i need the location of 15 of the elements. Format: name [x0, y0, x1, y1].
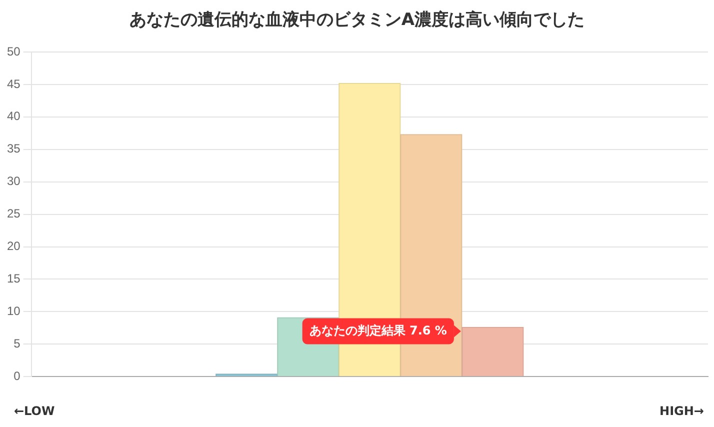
text: ←LOW [14, 404, 55, 418]
y-tick-label: 10 [6, 304, 21, 318]
y-tick-label: 15 [6, 272, 21, 286]
y-tick-label: 35 [6, 142, 21, 156]
y-tick-label: 45 [6, 76, 21, 91]
text: HIGH→ [660, 404, 704, 418]
y-tick-label: 40 [6, 109, 21, 124]
y-tick-label: 20 [6, 239, 21, 254]
y-tick-label: 30 [6, 174, 21, 188]
annotation: あなたの判定結果 7.6 % [309, 323, 447, 338]
y-tick-label: 5 [14, 336, 21, 350]
y-tick-label: 0 [14, 368, 21, 383]
chart-title: あなたの遺伝的な血液中のビタミンA濃度は高い傾向でした [128, 9, 586, 31]
y-tick-label: 25 [6, 206, 21, 221]
y-tick-label: 50 [6, 44, 21, 58]
